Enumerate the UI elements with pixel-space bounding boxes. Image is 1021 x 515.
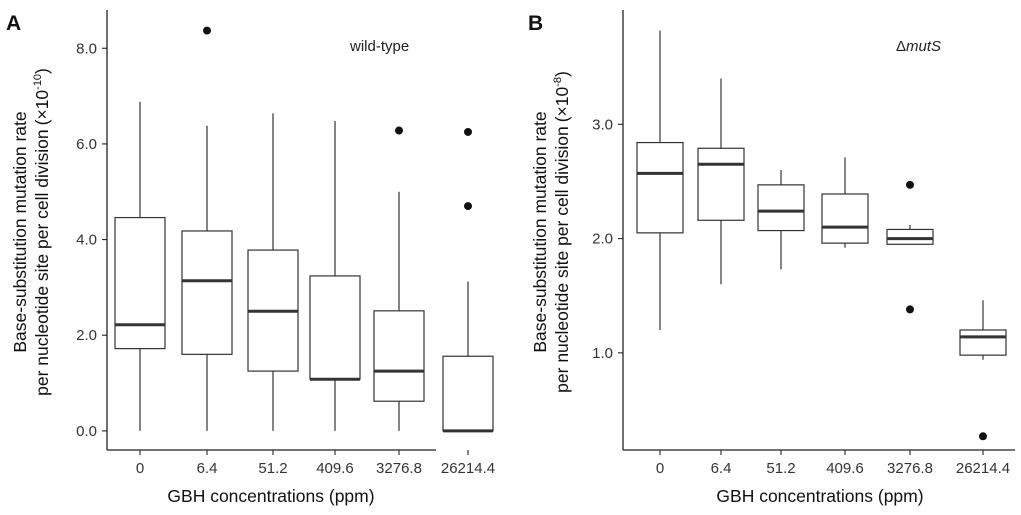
y-tick-label: 0.0 <box>76 423 97 440</box>
panel-a-y-unit-exp: -10 <box>32 74 44 90</box>
y-tick-label: 8.0 <box>76 40 97 57</box>
x-tick-label: 409.6 <box>316 460 354 477</box>
y-tick-label: 2.0 <box>76 327 97 344</box>
outlier-point <box>203 26 211 35</box>
panel-b-y-title-line2: per nucleotide site per cell division (×1… <box>552 71 572 393</box>
y-tick-label: 6.0 <box>76 136 97 153</box>
box-iqr <box>821 193 869 244</box>
panel-a-y-unit-base: (×10 <box>32 90 52 126</box>
panel-b: B ΔmutS 1.0 2.0 3.0 0 6.4 51.2 409.6 3276.8 262… <box>528 10 1015 506</box>
panel-b-boxes <box>636 30 1007 441</box>
panel-b-x-title: GBH concentrations (ppm) <box>716 486 923 506</box>
panel-b-y-title-line2-text: per nucleotide site per cell division <box>552 126 572 393</box>
box-iqr <box>697 147 745 221</box>
panel-a-x-ticks: 0 6.4 51.2 409.6 3276.8 26214.4 <box>136 450 495 477</box>
panel-a-y-title-line2: per nucleotide site per cell division (×1… <box>32 68 52 396</box>
panel-a-letter: A <box>6 12 21 35</box>
box-iqr <box>442 355 494 432</box>
x-tick-label: 3276.8 <box>376 460 422 477</box>
x-tick-label: 6.4 <box>711 460 732 477</box>
panel-a-boxes <box>114 26 494 433</box>
panel-a-y-title-line2-text: per nucleotide site per cell division <box>32 129 52 396</box>
panel-a-y-title: Base-substitution mutation rate per nucl… <box>10 68 52 396</box>
panel-b-y-title: Base-substitution mutation rate per nucl… <box>530 71 572 393</box>
x-tick-label: 51.2 <box>258 460 287 477</box>
panel-b-y-unit-exp: -8 <box>552 77 564 87</box>
panel-b-y-unit-base: (×10 <box>552 87 572 123</box>
x-tick-label: 51.2 <box>766 460 795 477</box>
panel-b-y-title-line1: Base-substitution mutation rate <box>530 111 550 352</box>
panel-b-annotation-italic: mutS <box>906 38 941 55</box>
box-iqr <box>959 329 1007 356</box>
panel-a-y-unit-close: ) <box>32 68 52 74</box>
panel-a-y-title-line1: Base-substitution mutation rate <box>10 111 30 352</box>
x-tick-label: 6.4 <box>197 460 218 477</box>
outlier-point <box>979 432 987 441</box>
x-tick-label: 3276.8 <box>887 460 933 477</box>
panel-b-x-ticks: 0 6.4 51.2 409.6 3276.8 26214.4 <box>656 450 1010 477</box>
y-tick-label: 3.0 <box>592 116 613 133</box>
outlier-point <box>906 180 914 189</box>
y-tick-label: 4.0 <box>76 232 97 249</box>
x-tick-label: 409.6 <box>826 460 864 477</box>
box-iqr <box>373 310 425 402</box>
box-iqr <box>757 184 805 232</box>
panel-b-y-unit-close: ) <box>552 71 572 77</box>
panel-b-annotation-prefix: Δ <box>896 38 906 55</box>
box-iqr <box>181 230 233 355</box>
panel-b-annotation: ΔmutS <box>896 38 941 55</box>
x-tick-label: 26214.4 <box>956 460 1010 477</box>
outlier-point <box>906 305 914 314</box>
box-iqr <box>886 228 934 245</box>
panel-a-annotation: wild-type <box>349 38 409 55</box>
x-tick-label: 0 <box>656 460 664 477</box>
y-tick-label: 1.0 <box>592 345 613 362</box>
box-iqr <box>636 141 684 234</box>
outlier-point <box>464 127 472 136</box>
panel-a-y-ticks: 0.0 2.0 4.0 6.0 8.0 <box>76 40 107 440</box>
panel-a-x-title: GBH concentrations (ppm) <box>167 486 374 506</box>
x-tick-label: 26214.4 <box>441 460 495 477</box>
y-tick-label: 2.0 <box>592 231 613 248</box>
box-iqr <box>309 275 361 380</box>
outlier-point <box>464 202 472 211</box>
panel-b-y-ticks: 1.0 2.0 3.0 <box>592 116 623 362</box>
panel-b-letter: B <box>528 12 543 35</box>
x-tick-label: 0 <box>136 460 144 477</box>
outlier-point <box>395 126 403 135</box>
box-iqr <box>114 216 166 350</box>
panel-a: A wild-type 0.0 2.0 4.0 6.0 8.0 0 6.4 51.2 409.… <box>6 10 495 506</box>
